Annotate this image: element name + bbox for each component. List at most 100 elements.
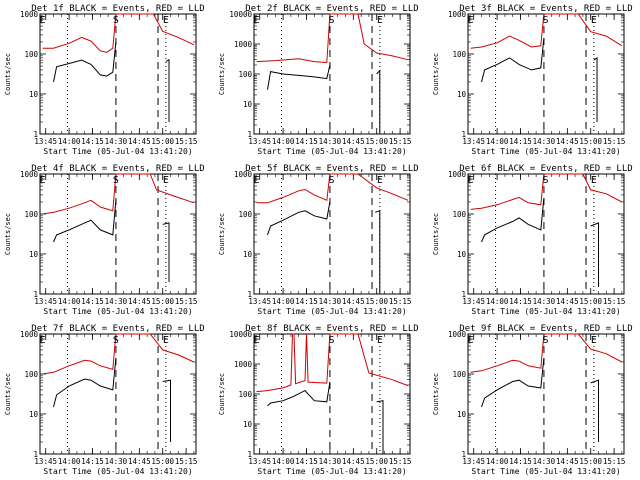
chart-title: Det 1f BLACK = Events, RED = LLD xyxy=(31,4,204,14)
time-marker-label-e: E xyxy=(40,335,46,346)
x-tick-label: 15:00 xyxy=(365,137,388,146)
x-tick-label: 15:00 xyxy=(365,297,388,306)
x-tick-label: 15:15 xyxy=(603,457,626,466)
x-tick-label: 14:00 xyxy=(58,297,81,306)
panel-det-8: Det 8f BLACK = Events, RED = LLD 1 10 100 10… xyxy=(218,324,419,476)
x-tick-label: 14:30 xyxy=(319,297,342,306)
x-tick-label: 14:45 xyxy=(342,457,365,466)
x-tick-label: 14:30 xyxy=(533,457,556,466)
y-tick-label: 10000 xyxy=(229,10,252,19)
y-tick-label: 100 xyxy=(24,210,38,219)
time-marker-label-e: E xyxy=(40,15,46,26)
time-marker-label-s: S xyxy=(542,175,548,186)
x-tick-label: 14:45 xyxy=(556,457,579,466)
y-tick-label: 1 xyxy=(461,290,466,299)
x-tick-label: 14:00 xyxy=(272,297,295,306)
x-tick-label: 14:30 xyxy=(533,297,556,306)
x-axis-label: Start Time (05-Jul-04 13:41:20) xyxy=(43,147,192,156)
series-line-black xyxy=(162,222,170,282)
x-tick-label: 13:45 xyxy=(248,297,271,306)
x-tick-label: 14:45 xyxy=(342,137,365,146)
y-axis-label: Counts/sec xyxy=(4,53,12,95)
y-tick-label: 10 xyxy=(29,410,39,419)
x-tick-label: 14:45 xyxy=(128,297,151,306)
x-tick-label: 14:30 xyxy=(319,137,342,146)
y-tick-label: 1000 xyxy=(448,330,467,339)
y-tick-label: 1000 xyxy=(234,360,253,369)
series-line-red xyxy=(256,13,409,64)
x-tick-label: 14:30 xyxy=(533,137,556,146)
y-tick-label: 1000 xyxy=(448,10,467,19)
y-tick-label: 10 xyxy=(29,90,39,99)
x-tick-label: 15:00 xyxy=(579,137,602,146)
x-tick-label: 14:00 xyxy=(58,457,81,466)
x-axis-label: Start Time (05-Jul-04 13:41:20) xyxy=(43,467,192,476)
panel-det-2: Det 2f BLACK = Events, RED = LLD 1 10 100 10… xyxy=(218,4,419,156)
y-tick-label: 100 xyxy=(238,70,252,79)
chart-title: Det 4f BLACK = Events, RED = LLD xyxy=(31,164,204,174)
x-tick-label: 14:15 xyxy=(81,137,104,146)
chart-title: Det 6f BLACK = Events, RED = LLD xyxy=(459,164,632,174)
x-tick-label: 14:15 xyxy=(81,457,104,466)
panel-det-1: Det 1f BLACK = Events, RED = LLD 1 10 100 10… xyxy=(4,4,205,156)
y-tick-label: 10 xyxy=(457,410,467,419)
series-line-black xyxy=(375,210,381,294)
x-tick-label: 15:15 xyxy=(389,297,412,306)
panel-det-9: Det 9f BLACK = Events, RED = LLD 1 10 100 10… xyxy=(432,324,633,476)
time-marker-label-s: S xyxy=(542,15,548,26)
series-line-black xyxy=(53,200,117,243)
series-line-black xyxy=(376,400,384,454)
time-marker-label-e: E xyxy=(468,175,474,186)
x-tick-label: 15:15 xyxy=(603,137,626,146)
x-tick-label: 14:30 xyxy=(105,297,128,306)
y-axis-label: Counts/sec xyxy=(218,213,226,255)
y-tick-label: 100 xyxy=(24,370,38,379)
panel-det-5: Det 5f BLACK = Events, RED = LLD 1 10 100 10… xyxy=(218,164,419,316)
x-tick-label: 14:45 xyxy=(128,137,151,146)
x-tick-label: 15:00 xyxy=(151,297,174,306)
series-line-black xyxy=(590,222,599,287)
time-marker-label-s: S xyxy=(328,15,334,26)
x-tick-label: 13:45 xyxy=(462,137,485,146)
x-tick-label: 14:15 xyxy=(509,137,532,146)
chart-title: Det 5f BLACK = Events, RED = LLD xyxy=(245,164,418,174)
y-tick-label: 1 xyxy=(33,290,38,299)
series-line-red xyxy=(470,333,623,373)
x-tick-label: 15:00 xyxy=(579,297,602,306)
time-marker-label-e: E xyxy=(591,335,597,346)
time-marker-label-s: S xyxy=(113,175,119,186)
time-marker-label-e: E xyxy=(377,15,383,26)
series-line-red xyxy=(470,173,623,210)
x-tick-label: 15:00 xyxy=(365,457,388,466)
series-line-red xyxy=(42,333,195,375)
x-tick-label: 15:00 xyxy=(579,457,602,466)
time-marker-label-e: E xyxy=(591,15,597,26)
y-tick-label: 10 xyxy=(457,90,467,99)
series-line-red xyxy=(470,13,623,49)
x-tick-label: 13:45 xyxy=(248,137,271,146)
x-tick-label: 14:45 xyxy=(128,457,151,466)
x-tick-label: 14:15 xyxy=(509,457,532,466)
plot-frame xyxy=(39,173,197,295)
x-tick-label: 14:00 xyxy=(486,297,509,306)
series-line-red xyxy=(42,173,195,215)
plot-frame xyxy=(253,333,411,455)
x-axis-label: Start Time (05-Jul-04 13:41:20) xyxy=(43,307,192,316)
y-axis-label: Counts/sec xyxy=(432,53,440,95)
y-tick-label: 1000 xyxy=(448,170,467,179)
y-tick-label: 1 xyxy=(247,450,252,459)
x-tick-label: 15:15 xyxy=(175,457,198,466)
y-tick-label: 100 xyxy=(452,370,466,379)
y-axis-label: Counts/sec xyxy=(218,373,226,415)
x-tick-label: 14:15 xyxy=(295,137,318,146)
time-marker-label-e: E xyxy=(468,335,474,346)
series-line-black xyxy=(481,198,545,243)
plot-frame xyxy=(253,13,411,135)
time-marker-label-s: S xyxy=(328,335,334,346)
y-tick-label: 10000 xyxy=(229,330,252,339)
y-tick-label: 1000 xyxy=(20,170,39,179)
y-axis-label: Counts/sec xyxy=(432,213,440,255)
y-axis-label: Counts/sec xyxy=(218,53,226,95)
x-tick-label: 14:15 xyxy=(509,297,532,306)
